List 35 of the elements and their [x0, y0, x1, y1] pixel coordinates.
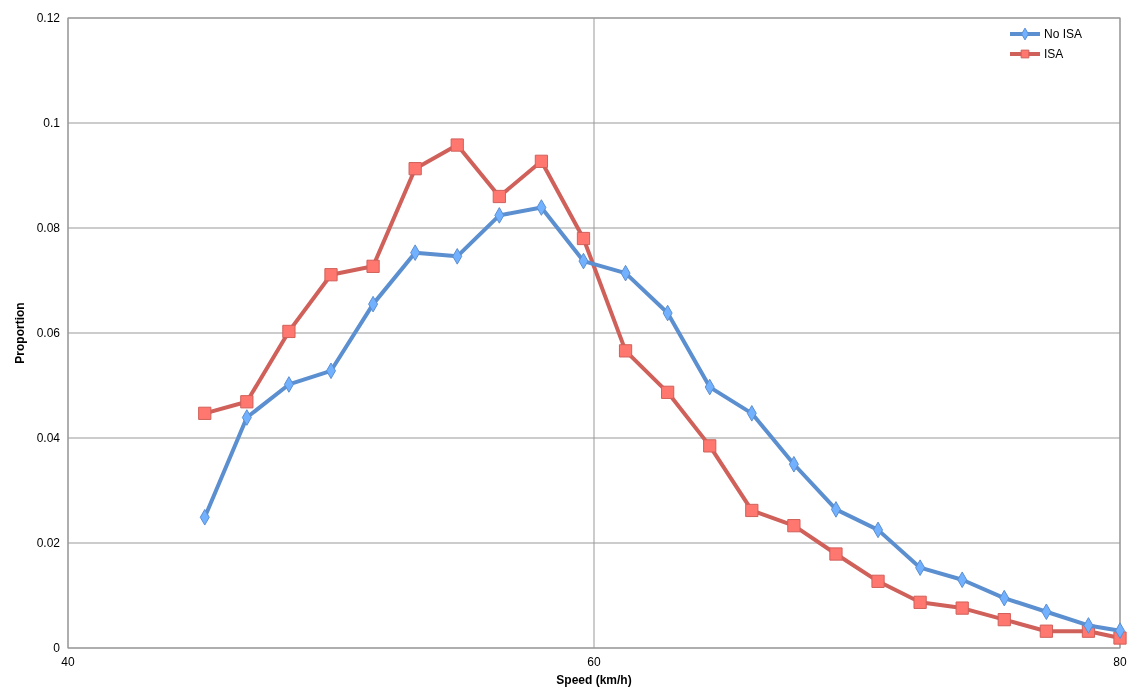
point: [913, 595, 927, 609]
y-tick-label: 0.08: [36, 221, 61, 236]
point: [534, 154, 549, 168]
point: [198, 406, 212, 420]
point: [1039, 624, 1053, 638]
point: [618, 344, 633, 358]
point: [955, 601, 969, 615]
y-tick-label: 0: [53, 641, 61, 656]
point: [703, 439, 717, 453]
point: [997, 613, 1011, 627]
point: [661, 385, 675, 399]
y-tick-label: 0.1: [43, 116, 61, 131]
point: [787, 519, 801, 533]
point: [492, 189, 506, 204]
point: [450, 138, 464, 152]
legend-label: ISA: [1044, 47, 1064, 62]
point: [366, 259, 380, 273]
point: [324, 268, 338, 282]
point: [745, 503, 759, 518]
x-tick-label: 40: [61, 655, 75, 669]
y-tick-label: 0.06: [36, 326, 61, 341]
point: [871, 574, 885, 588]
y-tick-label: 0.12: [36, 11, 61, 26]
x-tick-label: 60: [587, 655, 601, 669]
legend-label: No ISA: [1044, 27, 1083, 42]
point: [408, 162, 422, 176]
point: [829, 547, 843, 561]
y-axis-title: Proportion: [13, 302, 27, 364]
y-tick-label: 0.04: [36, 431, 61, 446]
y-tick-label: 0.02: [36, 536, 61, 551]
x-tick-label: 80: [1113, 655, 1127, 669]
x-axis-title: Speed (km/h): [556, 673, 632, 687]
point: [240, 395, 254, 409]
point: [282, 324, 296, 339]
point: [576, 231, 591, 246]
